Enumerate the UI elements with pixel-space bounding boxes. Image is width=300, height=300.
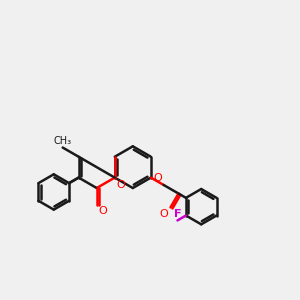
- Text: O: O: [98, 206, 107, 216]
- Text: F: F: [174, 209, 181, 219]
- Text: O: O: [153, 173, 162, 183]
- Text: O: O: [116, 180, 125, 190]
- Text: O: O: [160, 208, 169, 219]
- Text: CH₃: CH₃: [54, 136, 72, 146]
